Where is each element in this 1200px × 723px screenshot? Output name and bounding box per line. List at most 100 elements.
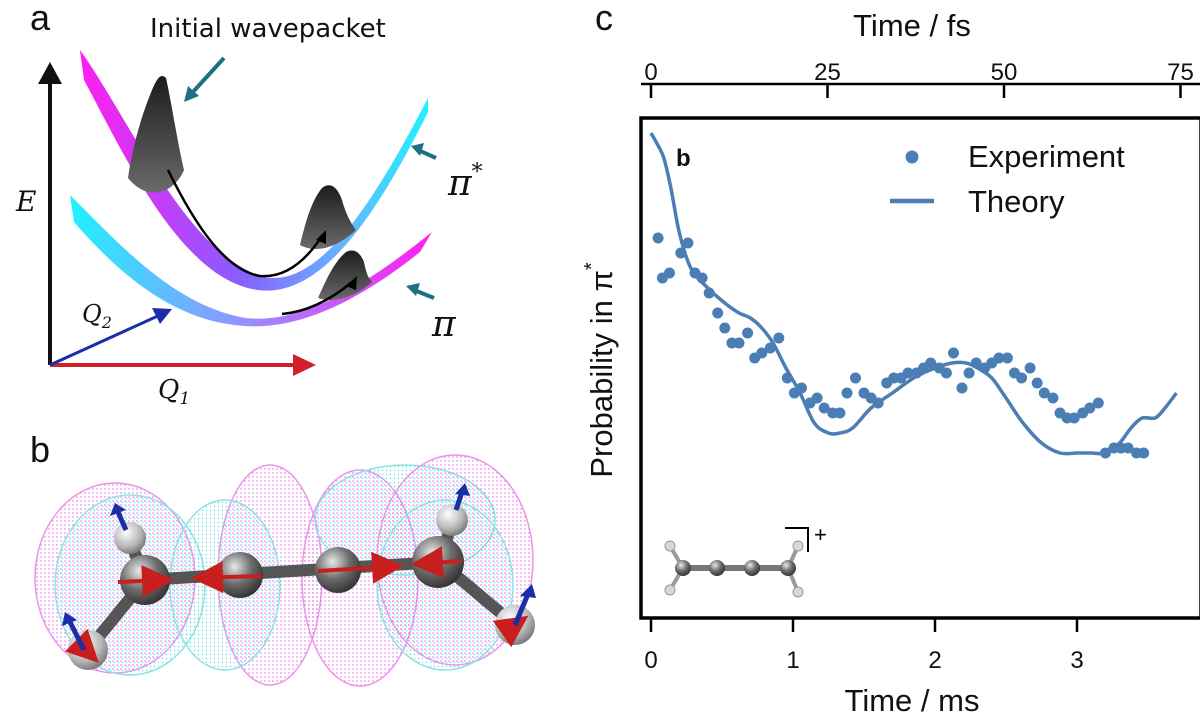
q2-axis-line (49, 313, 161, 367)
experiment-point (811, 392, 823, 404)
legend-experiment-label: Experiment (968, 139, 1125, 174)
plot-frame (639, 116, 1200, 620)
hydrogen-motion-vector (453, 491, 465, 511)
panel-a: a E Q1 Q2 Initial wavepacket π* (15, 0, 483, 409)
energy-axis-label: E (15, 185, 36, 218)
inset-hydrogen-atom (792, 540, 804, 552)
top-axis-title: Time / fs (853, 8, 971, 43)
experiment-point (1016, 372, 1028, 384)
charge-bracket (785, 527, 809, 552)
experiment-point (925, 357, 937, 369)
initial-wavepacket-label: Initial wavepacket (150, 14, 386, 44)
experiment-point (940, 367, 952, 379)
experiment-point (675, 247, 687, 259)
upper-trajectory-arrowhead (316, 230, 326, 244)
molecule-inset: + (664, 522, 827, 598)
upper-wavepacket (300, 185, 356, 250)
experiment-point (1068, 412, 1080, 424)
bottom-tick-label: 3 (1070, 647, 1083, 674)
inset-carbon-atom (780, 560, 796, 576)
upper-trajectory-arrow (166, 169, 324, 278)
experiment-point (993, 352, 1005, 364)
panel-c: c Time / fs Time / ms Probability in π* … (581, 0, 1200, 718)
pi-star-pointer-arrowhead (411, 143, 424, 156)
inset-hydrogen-atom (664, 584, 676, 596)
lower-trajectory-arrowhead (346, 276, 357, 290)
legend: Experiment Theory (890, 139, 1125, 219)
experiment-point (818, 402, 830, 414)
wavepacket-pointer-arrow (190, 56, 226, 95)
pi-potential-surface (70, 195, 432, 327)
experiment-point (1138, 447, 1150, 459)
panel-b: b (30, 429, 536, 687)
top-tick-label: 25 (814, 59, 841, 86)
top-axis-ticks: 0 25 50 75 (641, 59, 1200, 98)
experiment-point (742, 327, 754, 339)
panel-c-label: c (595, 0, 613, 38)
displacement-vector (191, 561, 263, 594)
hydrogen-motion-arrowhead (455, 483, 470, 496)
inset-label: b (676, 145, 691, 172)
legend-experiment-marker (905, 150, 919, 164)
experiment-point (764, 342, 776, 354)
bottom-axis-ticks: 0 1 2 3 (644, 618, 1084, 674)
hydrogen-motion-arrowhead (520, 584, 536, 598)
experiment-point (719, 322, 731, 334)
hydrogen-atom (436, 504, 468, 536)
experiment-point (963, 367, 975, 379)
experiment-point (1024, 362, 1036, 374)
experiment-point (1122, 442, 1134, 454)
experiment-point (756, 347, 768, 359)
inset-carbon-atom (675, 560, 691, 576)
lower-wavepacket (318, 250, 372, 301)
experiment-point (1092, 397, 1104, 409)
experiment-point (796, 382, 807, 394)
bottom-tick-label: 2 (928, 647, 941, 674)
q1-axis-arrowhead (293, 354, 316, 376)
experiment-point (712, 307, 724, 319)
experiment-point (834, 407, 846, 419)
experiment-point (664, 267, 675, 279)
top-tick-label: 0 (644, 59, 657, 86)
experiment-point (872, 397, 884, 409)
pi-star-state-label: π* (447, 160, 483, 204)
y-axis-title: Probability in π* (581, 262, 619, 477)
charge-label: + (814, 522, 827, 547)
hydrogen-motion-vectors (62, 483, 536, 652)
experiment-point (1001, 352, 1013, 364)
lower-trajectory-arrow (281, 281, 353, 316)
hydrogen-atom (114, 522, 146, 554)
hydrogen-motion-vector (67, 620, 87, 652)
experiment-point (696, 272, 708, 284)
experiment-point (841, 387, 853, 399)
hydrogen-motion-vector (115, 510, 129, 532)
experiment-point (902, 367, 914, 379)
q2-axis-arrowhead (152, 308, 172, 324)
experiment-point (652, 232, 664, 244)
panel-a-label: a (30, 0, 51, 38)
experiment-point (781, 372, 793, 384)
experiment-point (970, 357, 982, 369)
displacement-vector (317, 551, 404, 584)
q2-axis-label: Q2 (82, 300, 112, 332)
experiment-point (1047, 392, 1059, 404)
bottom-axis-title: Time / ms (845, 683, 980, 718)
bottom-tick-label: 1 (786, 647, 799, 674)
hydrogen-motion-vector (512, 593, 531, 626)
experiment-point (1031, 377, 1043, 389)
top-tick-label: 50 (991, 59, 1018, 86)
wavepacket-pointer-arrowhead (184, 86, 199, 102)
experiment-point (1099, 447, 1111, 459)
experiment-point (773, 332, 785, 344)
inset-hydrogen-atom (664, 540, 676, 552)
experiment-point (733, 337, 745, 349)
displacement-vector (411, 546, 463, 579)
inset-carbon-atom (709, 560, 725, 576)
hydrogen-motion-arrowhead (62, 612, 77, 626)
inset-hydrogen-atom (792, 586, 804, 598)
initial-wavepacket (128, 75, 184, 193)
experiment-point (948, 347, 959, 359)
experiment-point (956, 382, 968, 394)
hydrogen-motion-arrowhead (110, 503, 126, 516)
